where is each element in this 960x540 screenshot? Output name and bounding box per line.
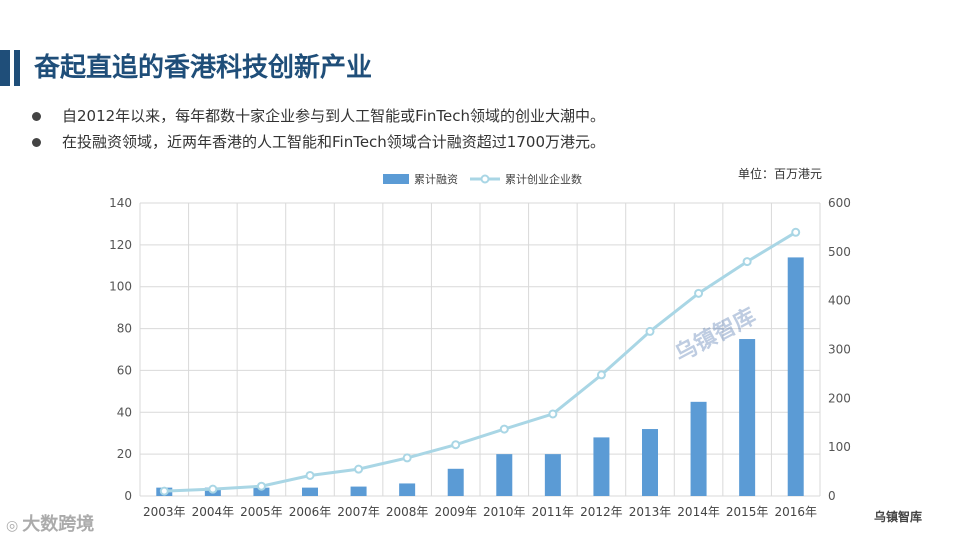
bar <box>642 429 658 496</box>
x-tick-label: 2005年 <box>240 505 283 519</box>
bar <box>739 339 756 496</box>
x-tick-label: 2006年 <box>289 505 332 519</box>
x-tick-label: 2012年 <box>580 505 623 519</box>
watermark-right: 乌镇智库 <box>874 510 923 524</box>
y-right-tick-label: 0 <box>828 489 836 503</box>
x-tick-label: 2010年 <box>483 505 526 519</box>
unit-label: 单位：百万港元 <box>738 167 823 181</box>
y-right-tick-label: 600 <box>828 196 851 210</box>
x-tick-label: 2008年 <box>386 505 429 519</box>
x-tick-label: 2003年 <box>143 505 186 519</box>
bar <box>690 401 707 496</box>
line-point <box>305 470 315 480</box>
line-point <box>742 257 752 267</box>
line-point <box>694 288 704 298</box>
line-point <box>354 464 364 474</box>
x-tick-label: 2009年 <box>434 505 477 519</box>
x-tick-label: 2016年 <box>774 505 817 519</box>
x-tick-label: 2015年 <box>726 505 769 519</box>
y-left-tick-label: 140 <box>109 196 132 210</box>
y-left-tick-label: 40 <box>117 405 132 419</box>
bar <box>496 454 513 496</box>
x-tick-label: 2004年 <box>192 505 235 519</box>
title-accent-bar <box>0 50 10 86</box>
line-point <box>596 370 606 380</box>
bullet-item: 在投融资领域，近两年香港的人工智能和FinTech领域合计融资超过1700万港元… <box>30 129 605 155</box>
bar <box>787 257 804 496</box>
x-tick-label: 2013年 <box>629 505 672 519</box>
line-point <box>256 481 266 491</box>
line-point <box>159 486 169 496</box>
y-left-tick-label: 0 <box>124 489 132 503</box>
line-point <box>791 227 801 237</box>
page-title: 奋起直追的香港科技创新产业 <box>34 53 373 83</box>
legend-label-line: 累计创业企业数 <box>505 172 582 186</box>
legend-label-bar: 累计融资 <box>414 173 458 186</box>
bar <box>253 487 270 496</box>
line-point <box>402 453 412 463</box>
title-accent-bar-secondary <box>14 50 20 86</box>
y-right-tick-label: 100 <box>828 440 851 454</box>
watermark-left-text: 大数跨境 <box>22 514 95 535</box>
line-point <box>645 326 655 336</box>
bar <box>544 454 561 496</box>
y-left-tick-label: 60 <box>117 363 132 377</box>
line-point <box>499 424 509 434</box>
y-right-tick-label: 500 <box>828 245 851 259</box>
bar <box>593 437 610 496</box>
line-point <box>451 440 461 450</box>
line-point <box>208 484 218 494</box>
legend-swatch-bar <box>383 174 409 184</box>
x-tick-label: 2011年 <box>532 505 575 519</box>
watermark-left: ◎ 大数跨境 <box>6 510 94 536</box>
bar <box>350 486 367 496</box>
bar <box>399 483 416 496</box>
bar <box>302 487 318 496</box>
series-line <box>164 231 797 493</box>
y-left-tick-label: 20 <box>117 447 132 461</box>
bar <box>447 468 464 496</box>
bullet-item: 自2012年以来，每年都数十家企业参与到人工智能或FinTech领域的创业大潮中… <box>30 103 605 129</box>
y-right-tick-label: 400 <box>828 294 851 308</box>
weibo-icon: ◎ <box>6 518 19 534</box>
bullet-list: 自2012年以来，每年都数十家企业参与到人工智能或FinTech领域的创业大潮中… <box>30 103 605 155</box>
y-left-tick-label: 80 <box>117 322 132 336</box>
y-left-tick-label: 100 <box>109 280 132 294</box>
line-point <box>548 409 558 419</box>
x-tick-label: 2007年 <box>337 505 380 519</box>
legend-swatch-point <box>480 174 490 184</box>
y-left-tick-label: 120 <box>109 238 132 252</box>
y-right-tick-label: 200 <box>828 391 851 405</box>
y-right-tick-label: 300 <box>828 343 851 357</box>
x-tick-label: 2014年 <box>677 505 720 519</box>
